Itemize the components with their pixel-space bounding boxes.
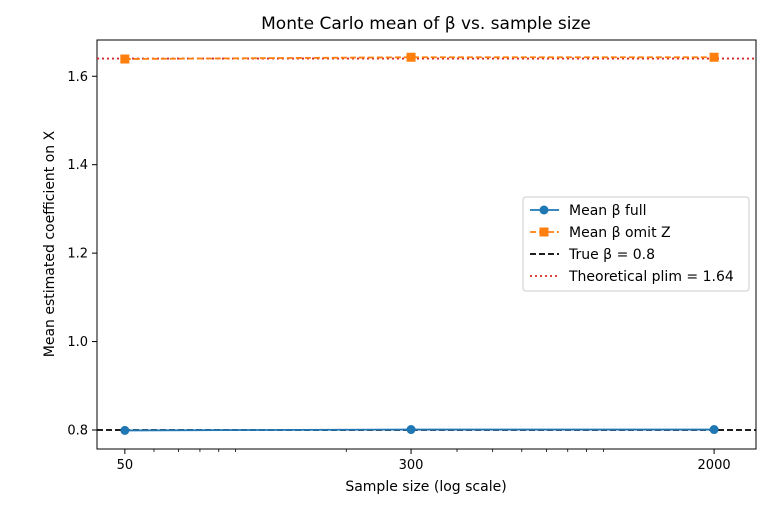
legend-box	[522, 196, 750, 292]
chart-title: Monte Carlo mean of β vs. sample size	[261, 14, 591, 34]
y-tick-label: 1.4	[67, 158, 88, 173]
legend: Mean β full Mean β omit Z True β = 0.8 Theo…	[522, 196, 750, 292]
y-tick-label: 1.6	[67, 70, 88, 85]
data-point-circle	[120, 425, 130, 435]
y-tick-label: 1.2	[67, 247, 88, 262]
data-point-circle	[406, 425, 416, 435]
legend-label: Theoretical plim = 1.64	[568, 269, 734, 285]
y-axis-label: Mean estimated coefficient on X	[42, 130, 58, 357]
data-point-square	[709, 52, 719, 62]
series-line	[124, 428, 715, 432]
data-point-square	[120, 54, 130, 64]
legend-label: Mean β full	[569, 203, 647, 219]
x-tick-label: 300	[399, 458, 424, 473]
legend-swatch-marker	[539, 227, 549, 237]
legend-swatch-marker	[539, 205, 549, 215]
axis-ticks: 50 300 2000 0.8 1.0 1.2 1.4 1.6	[67, 70, 730, 473]
legend-label: True β = 0.8	[568, 247, 655, 263]
data-point-circle	[709, 425, 719, 435]
series-line	[124, 56, 715, 60]
legend-label: Mean β omit Z	[569, 225, 671, 241]
x-axis-label: Sample size (log scale)	[345, 479, 506, 495]
series-lines	[97, 52, 756, 435]
y-tick-label: 0.8	[67, 423, 88, 438]
x-tick-label: 2000	[698, 458, 731, 473]
y-tick-label: 1.0	[67, 335, 88, 350]
data-point-square	[406, 52, 416, 62]
x-tick-label: 50	[117, 458, 134, 473]
